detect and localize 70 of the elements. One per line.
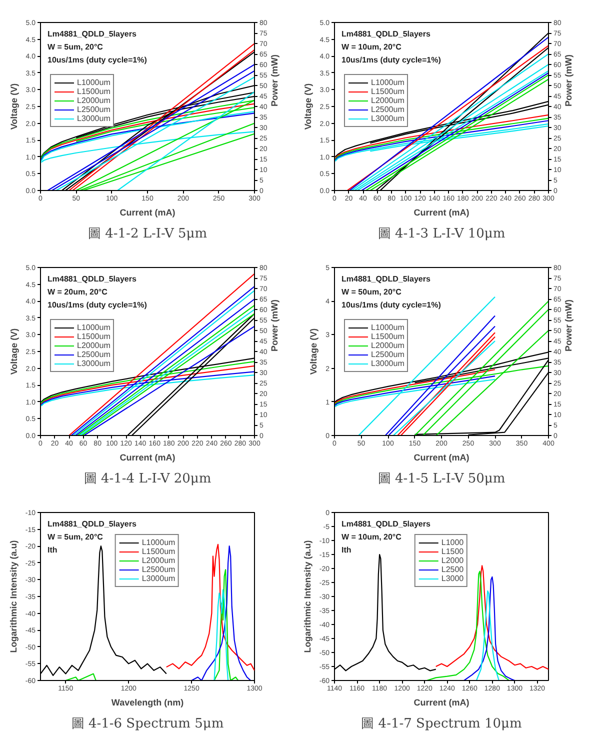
legend-label: L1500	[441, 547, 464, 556]
y-axis-title: Voltage (V)	[8, 328, 19, 375]
annotation: 10us/1ms (duty cycle=1%)	[48, 300, 148, 310]
annotation: Lm4881_QDLD_5layers	[342, 30, 431, 38]
y-axis-title: Logarithmic Intensity (a.u)	[8, 540, 18, 653]
legend-label: L2000um	[371, 341, 404, 350]
text: 圖 4-1-5 L-I-V 50μm	[378, 472, 506, 486]
text: 圖 4-1-7 Spectrum 10μm	[361, 716, 522, 732]
x-axis-title: Current (mA)	[120, 208, 176, 218]
y2-axis-title: Power (mW)	[563, 54, 574, 106]
legend-label: L2000	[441, 556, 464, 565]
legend-label: L2500um	[142, 565, 176, 574]
annotation: W = 50um, 20°C	[342, 288, 402, 296]
legend-label: L3000um	[77, 114, 110, 123]
annotation: W = 10um, 20°C	[342, 42, 402, 52]
annotation: 10us/1ms (duty cycle=1%)	[342, 56, 442, 64]
legend-label: L2500um	[77, 350, 110, 359]
x-axis-title: Current (mA)	[414, 698, 470, 708]
y-axis-title: Voltage (V)	[308, 328, 319, 375]
legend-label: L2500	[441, 565, 464, 574]
legend-label: L3000um	[142, 574, 176, 583]
legend-label: L2500um	[371, 105, 404, 114]
y2-axis-title: Power (mW)	[563, 299, 574, 352]
annotation: W = 5um, 20°C	[48, 532, 104, 542]
legend-label: L1500um	[77, 87, 110, 96]
annotation: 10us/1ms (duty cycle=1%)	[342, 300, 442, 310]
legend-label: L3000	[441, 574, 464, 583]
legend-label: L2000um	[142, 556, 176, 565]
annotation: W = 5um, 20°C	[48, 42, 104, 52]
y-axis-title: Voltage (V)	[302, 83, 313, 130]
legend-label: L2500um	[77, 105, 110, 114]
annotation: Ith	[342, 546, 352, 554]
y2-axis-title: Power (mW)	[269, 54, 280, 106]
annotation: W = 10um, 20°C	[342, 532, 402, 542]
text: 圖 4-1-4 L-I-V 20μm	[84, 472, 212, 486]
legend-label: L1500um	[77, 332, 110, 341]
x-axis-title: Current (mA)	[414, 452, 470, 462]
y2-axis-title: Power (mW)	[269, 299, 280, 352]
annotation: Ith	[48, 546, 58, 554]
annotation: Lm4881_QDLD_5layers	[342, 274, 431, 284]
y-axis-title: Voltage (V)	[8, 83, 19, 130]
legend-label: L1500um	[371, 87, 404, 96]
legend-label: L3000um	[77, 359, 110, 368]
legend-label: L1000um	[77, 78, 110, 87]
legend-label: L1000	[441, 538, 464, 547]
x-axis-title: Wavelength (nm)	[111, 698, 184, 708]
legend-label: L3000um	[371, 359, 404, 368]
legend-label: L2000um	[371, 96, 404, 105]
legend-label: L2500um	[371, 350, 404, 359]
annotation: Lm4881_QDLD_5layers	[48, 274, 137, 284]
legend-label: L1000um	[77, 323, 110, 332]
legend-label: L1500um	[142, 547, 176, 556]
text: 圖 4-1-2 L-I-V 5μm	[88, 226, 208, 242]
text: 圖 4-1-3 L-I-V 10μm	[378, 226, 506, 242]
text: 圖 4-1-6 Spectrum 5μm	[71, 716, 224, 732]
legend-label: L2000um	[77, 96, 110, 105]
x-axis-title: Current (mA)	[120, 452, 176, 462]
x-axis-title: Current (mA)	[414, 208, 470, 218]
legend-label: L1000um	[371, 78, 404, 87]
legend-label: L3000um	[371, 114, 404, 123]
legend-label: L1500um	[371, 332, 404, 341]
legend-label: L2000um	[77, 341, 110, 350]
legend-label: L1000um	[142, 538, 176, 547]
y-axis-title: Logarithmic Intensity (a.u)	[302, 540, 312, 653]
legend-label: L1000um	[371, 323, 404, 332]
annotation: 10us/1ms (duty cycle=1%)	[48, 56, 148, 64]
annotation: W = 20um, 20°C	[48, 288, 108, 296]
annotation: Lm4881_QDLD_5layers	[48, 30, 137, 38]
annotation: Lm4881_QDLD_5layers	[48, 520, 137, 528]
annotation: Lm4881_QDLD_5layers	[342, 520, 431, 528]
